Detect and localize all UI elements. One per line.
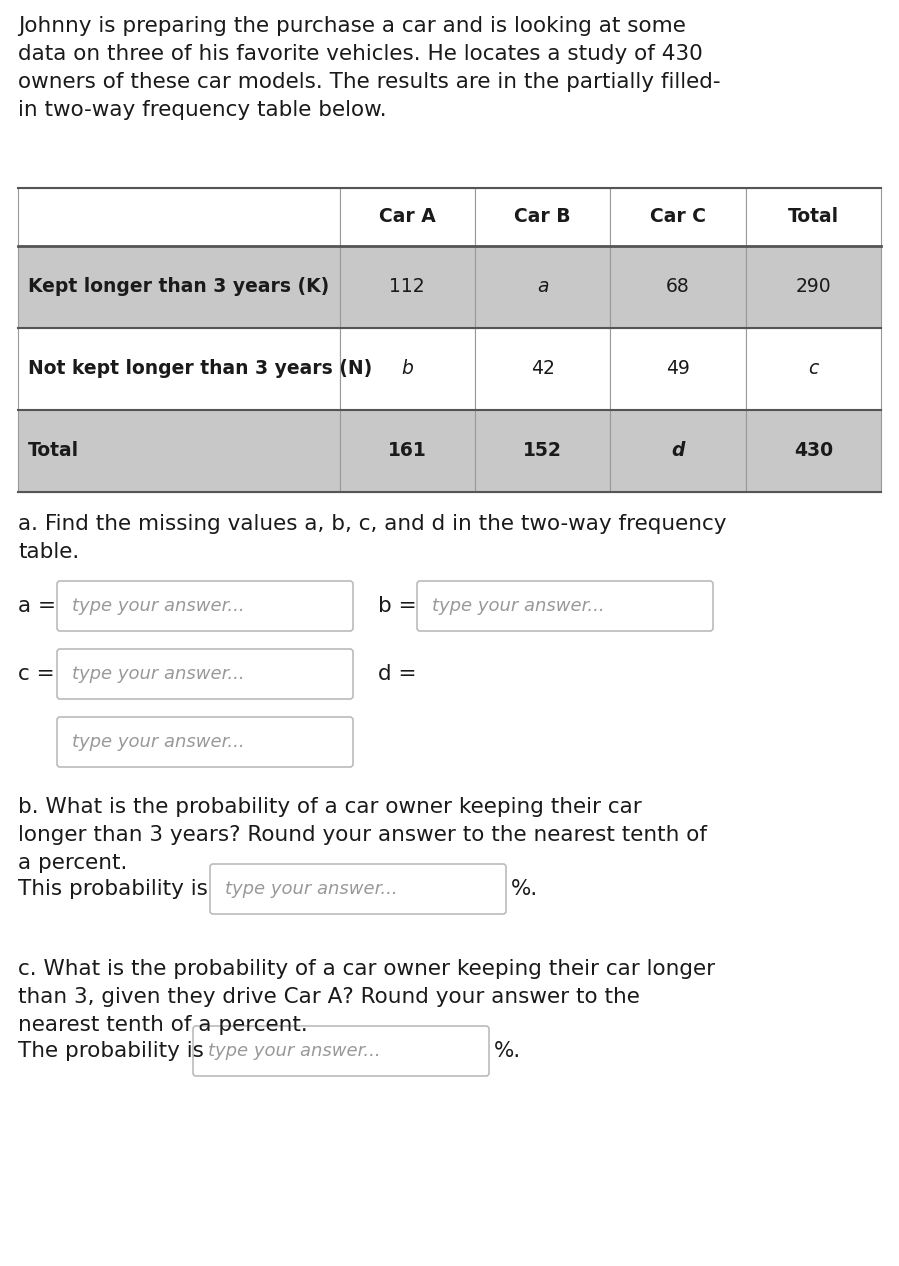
Text: Car C: Car C — [650, 208, 706, 227]
Bar — [475, 410, 610, 492]
Bar — [745, 410, 881, 492]
Bar — [18, 410, 340, 492]
Text: Johnny is preparing the purchase a car and is looking at some
data on three of h: Johnny is preparing the purchase a car a… — [18, 16, 720, 120]
FancyBboxPatch shape — [210, 863, 506, 914]
Text: type your answer...: type your answer... — [72, 733, 245, 751]
Text: a: a — [537, 277, 548, 296]
FancyBboxPatch shape — [193, 1025, 489, 1076]
Text: The probability is: The probability is — [18, 1041, 204, 1061]
Text: 430: 430 — [794, 442, 832, 461]
Text: c: c — [808, 360, 818, 379]
Text: %.: %. — [511, 879, 539, 899]
Bar — [18, 246, 340, 328]
Text: b: b — [401, 360, 414, 379]
Text: Kept longer than 3 years (K): Kept longer than 3 years (K) — [28, 277, 329, 296]
Text: 68: 68 — [666, 277, 690, 296]
Text: This probability is: This probability is — [18, 879, 208, 899]
FancyBboxPatch shape — [57, 581, 353, 630]
Bar — [610, 187, 745, 246]
Text: 112: 112 — [389, 277, 425, 296]
Text: d: d — [672, 442, 685, 461]
Bar — [745, 187, 881, 246]
Text: 49: 49 — [666, 360, 690, 379]
Text: type your answer...: type your answer... — [72, 598, 245, 615]
Bar — [610, 410, 745, 492]
Text: type your answer...: type your answer... — [208, 1042, 380, 1060]
Bar — [340, 410, 475, 492]
Bar — [745, 328, 881, 410]
Text: 290: 290 — [796, 277, 832, 296]
Text: b. What is the probability of a car owner keeping their car
longer than 3 years?: b. What is the probability of a car owne… — [18, 798, 707, 874]
Text: type your answer...: type your answer... — [225, 880, 397, 898]
FancyBboxPatch shape — [57, 717, 353, 767]
Bar — [475, 328, 610, 410]
Text: 161: 161 — [387, 442, 426, 461]
Bar — [340, 328, 475, 410]
Text: d =: d = — [378, 663, 416, 684]
Bar — [610, 246, 745, 328]
Bar — [475, 246, 610, 328]
Text: Total: Total — [788, 208, 839, 227]
Bar — [610, 328, 745, 410]
Bar — [340, 187, 475, 246]
Text: Car B: Car B — [514, 208, 571, 227]
Text: type your answer...: type your answer... — [432, 598, 605, 615]
Bar — [340, 246, 475, 328]
Bar — [18, 187, 340, 246]
Text: Car A: Car A — [378, 208, 436, 227]
Text: Not kept longer than 3 years (N): Not kept longer than 3 years (N) — [28, 360, 372, 379]
Bar — [18, 328, 340, 410]
Text: a =: a = — [18, 596, 56, 617]
Bar — [475, 187, 610, 246]
Text: Total: Total — [28, 442, 79, 461]
Text: c =: c = — [18, 663, 55, 684]
Text: b =: b = — [378, 596, 416, 617]
Text: a. Find the missing values a, b, c, and d in the two-way frequency
table.: a. Find the missing values a, b, c, and … — [18, 514, 726, 562]
FancyBboxPatch shape — [57, 649, 353, 699]
Text: c. What is the probability of a car owner keeping their car longer
than 3, given: c. What is the probability of a car owne… — [18, 960, 715, 1036]
Bar — [745, 246, 881, 328]
Text: %.: %. — [494, 1041, 521, 1061]
Text: 42: 42 — [530, 360, 555, 379]
Text: type your answer...: type your answer... — [72, 665, 245, 682]
FancyBboxPatch shape — [417, 581, 713, 630]
Text: 152: 152 — [523, 442, 562, 461]
